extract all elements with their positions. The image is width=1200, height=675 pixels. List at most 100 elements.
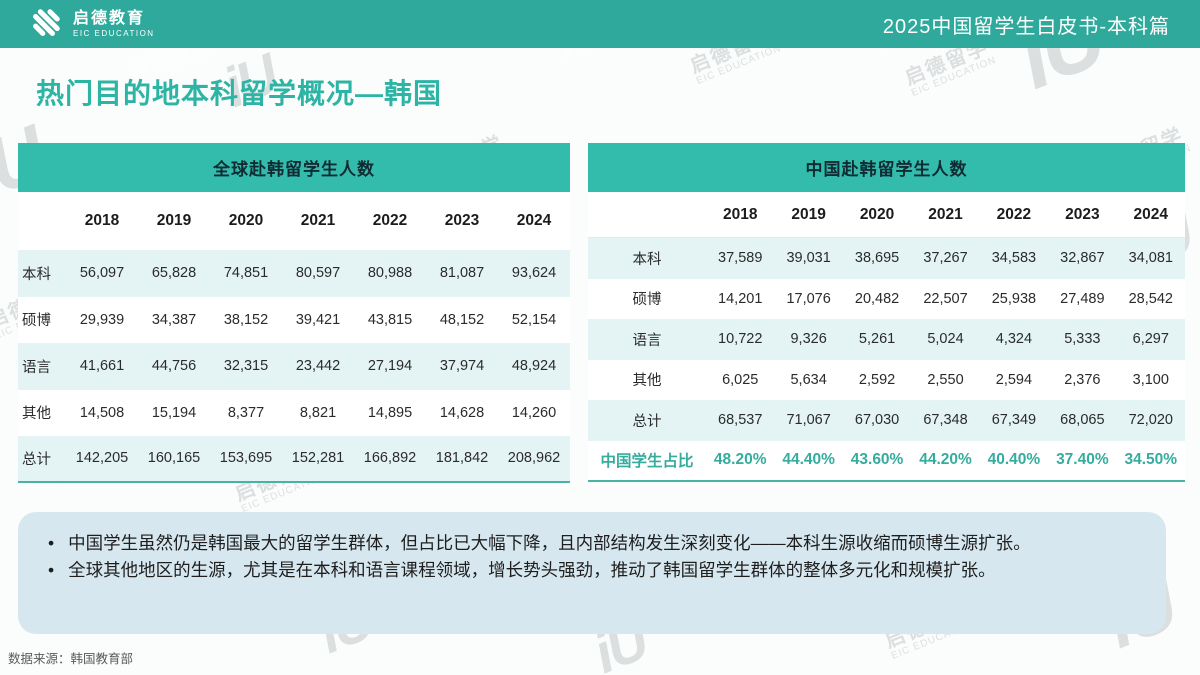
row-label: 其他 <box>632 373 662 390</box>
table-cell: 15,194 <box>151 404 197 421</box>
eic-logo: 启德教育 EIC EDUCATION <box>30 5 155 44</box>
ratio-cell: 43.60% <box>850 451 904 468</box>
table-cell: 142,205 <box>75 450 129 467</box>
table-cell: 65,828 <box>151 265 197 282</box>
year-header: 2018 <box>84 212 120 229</box>
table-cell: 93,624 <box>511 265 557 282</box>
table-cell: 3,100 <box>1132 371 1169 388</box>
table-cell: 52,154 <box>511 311 557 328</box>
row-label: 本科 <box>22 266 51 283</box>
table-cell: 14,508 <box>79 404 125 421</box>
table-cell: 68,537 <box>718 412 763 429</box>
table-cell: 80,988 <box>367 265 413 282</box>
page-title: 热门目的地本科留学概况—韩国 <box>36 78 443 109</box>
table-row: 其他 6,025 5,634 2,592 2,550 2,594 2,376 3,100 <box>588 359 1185 400</box>
table-cell: 4,324 <box>995 331 1033 348</box>
row-label: 硕博 <box>632 292 662 309</box>
table-cell: 208,962 <box>507 450 561 467</box>
table-row: 语言 10,722 9,326 5,261 5,024 4,324 5,333 6,297 <box>588 319 1185 360</box>
table-row: 总计 142,205 160,165 153,695 152,281 166,892 181… <box>18 436 570 483</box>
year-header: 2024 <box>516 212 552 229</box>
table-cell: 8,377 <box>227 404 265 421</box>
table-cell: 72,020 <box>1128 412 1173 429</box>
table-cell: 8,821 <box>299 404 337 421</box>
table-cell: 41,661 <box>79 358 125 375</box>
logo-text: 启德教育 EIC EDUCATION <box>73 10 155 38</box>
year-header: 2023 <box>444 212 480 229</box>
table-cell: 38,695 <box>854 250 900 267</box>
year-header-row: 2018 2019 2020 2021 2022 2023 2024 <box>18 192 570 250</box>
table-china-title: 中国赴韩留学生人数 <box>588 143 1185 192</box>
table-cell: 34,583 <box>991 250 1037 267</box>
ratio-cell: 37.40% <box>1056 451 1109 468</box>
year-header: 2023 <box>1065 205 1100 223</box>
table-cell: 38,152 <box>223 311 269 328</box>
table-cell: 67,348 <box>923 412 968 429</box>
bullet-item: • 中国学生虽然仍是韩国最大的留学生群体，但占比已大幅下降，且内部结构发生深刻变化… <box>48 530 1128 557</box>
year-header: 2019 <box>156 212 192 229</box>
table-cell: 28,542 <box>1128 290 1173 307</box>
table-cell: 14,260 <box>511 404 557 421</box>
table-cell: 2,592 <box>858 371 896 388</box>
table-cell: 22,507 <box>923 290 968 307</box>
table-cell: 6,297 <box>1132 331 1169 348</box>
table-cell: 37,974 <box>439 358 485 375</box>
table-cell: 17,076 <box>786 290 831 307</box>
table-cell: 32,867 <box>1060 250 1105 267</box>
year-header-row: 2018 2019 2020 2021 2022 2023 2024 <box>588 192 1185 238</box>
table-cell: 152,281 <box>291 450 345 467</box>
table-row: 其他 14,508 15,194 8,377 8,821 14,895 14,628 14,2… <box>18 389 570 436</box>
table-cell: 32,315 <box>223 358 269 375</box>
tables-area: 全球赴韩留学生人数 2018 2019 2020 2021 2022 2023 2024 本科… <box>18 143 1185 483</box>
table-cell: 34,387 <box>151 311 197 328</box>
china-ratio-row: 中国学生占比 48.20% 44.40% 43.60% 44.20% 40.40% 37.4… <box>588 440 1185 482</box>
table-row: 本科 37,589 39,031 38,695 37,267 34,583 32,867 34… <box>588 238 1185 279</box>
year-header: 2019 <box>791 205 826 223</box>
table-cell: 67,030 <box>854 412 900 429</box>
brand-name-en: EIC EDUCATION <box>73 28 155 38</box>
bullet-dot: • <box>48 560 55 581</box>
bullet-text: 中国学生虽然仍是韩国最大的留学生群体，但占比已大幅下降，且内部结构发生深刻变化—… <box>68 533 1031 553</box>
table-row: 硕博 14,201 17,076 20,482 22,507 25,938 27,489 28… <box>588 278 1185 319</box>
year-header: 2018 <box>722 205 758 223</box>
table-cell: 5,024 <box>927 331 964 348</box>
bullet-text: 全球其他地区的生源，尤其是在本科和语言课程领域，增长势头强劲，推动了韩国留学生群… <box>68 560 996 581</box>
row-label: 本科 <box>632 251 662 268</box>
table-cell: 153,695 <box>219 450 273 467</box>
bullet-item: • 全球其他地区的生源，尤其是在本科和语言课程领域，增长势头强劲，推动了韩国留学生… <box>48 557 1128 584</box>
document-title: 2025中国留学生白皮书-本科篇 <box>882 15 1170 38</box>
table-cell: 71,067 <box>786 412 831 429</box>
table-global-title: 全球赴韩留学生人数 <box>18 143 570 192</box>
table-cell: 74,851 <box>223 265 269 282</box>
table-cell: 9,326 <box>790 331 827 348</box>
table-cell: 25,938 <box>991 290 1037 307</box>
table-cell: 34,081 <box>1128 250 1173 267</box>
table-cell: 166,892 <box>363 450 417 467</box>
table-row: 总计 68,537 71,067 67,030 67,348 67,349 68,065 72… <box>588 400 1185 441</box>
row-label: 总计 <box>22 451 51 468</box>
table-cell: 80,597 <box>295 265 341 282</box>
table-row: 本科 56,097 65,828 74,851 80,597 80,988 81,087 93… <box>18 250 570 297</box>
table-cell: 181,842 <box>435 450 489 467</box>
year-header: 2024 <box>1133 205 1169 223</box>
table-cell: 23,442 <box>295 358 341 375</box>
table-cell: 68,065 <box>1060 412 1105 429</box>
row-label: 硕博 <box>22 313 51 330</box>
year-header: 2021 <box>928 205 963 223</box>
bullet-dot: • <box>48 533 55 553</box>
year-header: 2020 <box>859 205 895 223</box>
ratio-cell: 34.50% <box>1124 451 1178 468</box>
table-cell: 39,031 <box>786 250 831 267</box>
summary-bullets: • 中国学生虽然仍是韩国最大的留学生群体，但占比已大幅下降，且内部结构发生深刻变化… <box>18 512 1166 634</box>
table-cell: 10,722 <box>718 331 763 348</box>
row-label: 总计 <box>632 413 662 430</box>
data-source: 数据来源：韩国教育部 <box>8 652 134 666</box>
table-cell: 6,025 <box>722 371 759 388</box>
table-china-students: 中国赴韩留学生人数 2018 2019 2020 2021 2022 2023 2024 本科… <box>588 143 1185 483</box>
row-label: 语言 <box>22 359 51 376</box>
year-header: 2022 <box>996 205 1032 223</box>
table-cell: 29,939 <box>79 311 125 328</box>
table-cell: 160,165 <box>147 450 201 467</box>
table-cell: 43,815 <box>367 311 413 328</box>
